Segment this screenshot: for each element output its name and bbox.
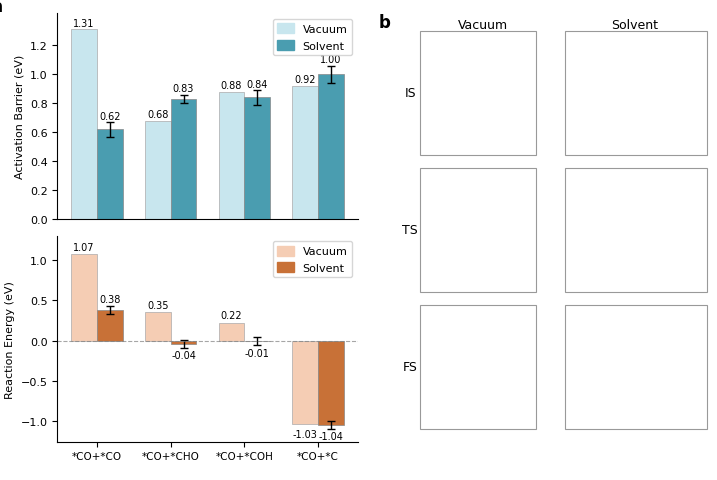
Text: 1.00: 1.00 [320,55,342,65]
Text: 1.07: 1.07 [73,242,95,252]
Bar [565,32,707,156]
Text: -0.01: -0.01 [244,348,270,358]
Text: 0.88: 0.88 [221,81,242,91]
Bar [171,341,196,344]
Bar [145,313,171,341]
Text: 0.22: 0.22 [221,311,242,321]
Bar [565,305,707,429]
Text: -1.04: -1.04 [318,431,343,441]
Text: 0.92: 0.92 [295,75,316,85]
Bar [219,93,244,220]
Text: b: b [379,14,391,32]
Legend: Vacuum, Solvent: Vacuum, Solvent [272,242,352,278]
Text: Solvent: Solvent [611,19,657,32]
Text: 0.84: 0.84 [247,80,268,90]
Bar [293,341,318,424]
Bar [71,255,97,341]
Bar [318,341,344,425]
Bar [293,87,318,220]
Text: -0.04: -0.04 [171,350,196,360]
Bar [565,168,707,292]
Bar [419,305,536,429]
Bar [171,100,196,220]
Bar [219,323,244,341]
Text: 0.35: 0.35 [147,300,168,310]
Text: -1.03: -1.03 [293,430,318,440]
Text: 0.68: 0.68 [147,110,168,120]
Text: 0.83: 0.83 [173,84,194,94]
Bar [419,32,536,156]
Text: 0.62: 0.62 [99,111,120,121]
Text: FS: FS [403,360,418,373]
Bar [318,75,344,220]
Text: a: a [0,0,2,16]
Text: IS: IS [404,87,416,100]
Text: 0.38: 0.38 [99,294,120,304]
Bar [71,30,97,220]
Text: 1.31: 1.31 [73,19,95,29]
Text: Vacuum: Vacuum [457,19,508,32]
Bar [244,98,270,220]
Text: TS: TS [402,224,418,237]
Bar [419,168,536,292]
Bar [97,130,123,220]
Bar [97,310,123,341]
Y-axis label: Reaction Energy (eV): Reaction Energy (eV) [5,280,15,398]
Legend: Vacuum, Solvent: Vacuum, Solvent [272,20,352,56]
Bar [244,341,270,342]
Bar [145,121,171,220]
Y-axis label: Activation Barrier (eV): Activation Barrier (eV) [14,55,24,179]
